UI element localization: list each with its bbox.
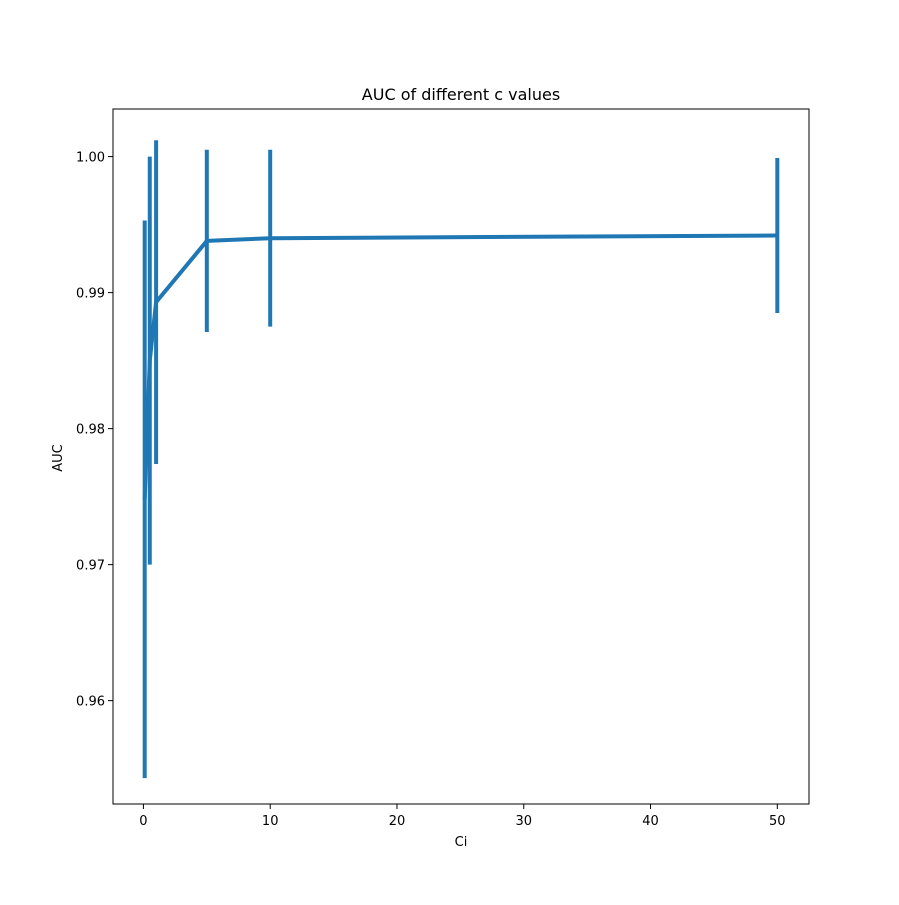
x-axis: 0 10 20 30 40 50 [139, 804, 786, 829]
chart-title: AUC of different c values [362, 85, 560, 104]
x-tick-label: 10 [262, 814, 279, 829]
y-tick-label: 0.97 [76, 559, 105, 574]
series-line [142, 233, 778, 500]
y-tick-label: 0.99 [76, 287, 105, 302]
x-tick-label: 0 [139, 814, 147, 829]
x-tick-label: 30 [515, 814, 532, 829]
y-tick-label: 0.96 [76, 695, 105, 710]
x-axis-label: Ci [455, 835, 468, 850]
axes-frame [112, 108, 810, 805]
y-axis: 0.96 0.97 0.98 0.99 1.00 [76, 151, 113, 710]
plot-area [142, 140, 780, 779]
y-tick-label: 1.00 [76, 151, 105, 166]
y-axis-label: AUC [51, 444, 66, 472]
x-tick-label: 40 [642, 814, 659, 829]
y-tick-label: 0.98 [76, 423, 105, 438]
x-tick-label: 20 [389, 814, 406, 829]
x-tick-label: 50 [769, 814, 786, 829]
